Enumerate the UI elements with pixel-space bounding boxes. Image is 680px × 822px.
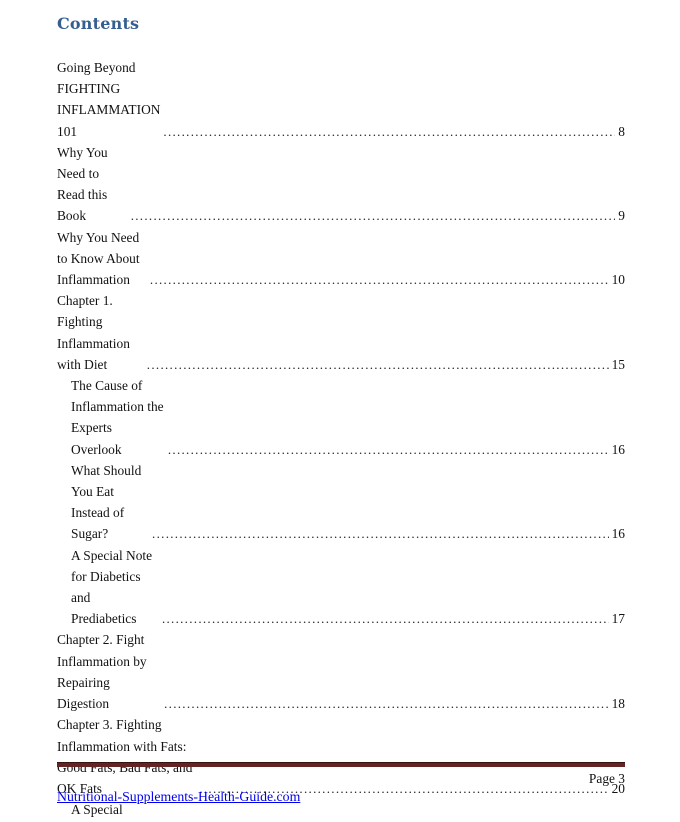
toc-entry-page: 8 — [618, 123, 625, 139]
toc-entry-page: 18 — [611, 696, 625, 712]
toc-entry-title: What Should You Eat Instead of Sugar? — [71, 462, 142, 542]
dot-leader — [131, 205, 616, 226]
page-number: Page 3 — [588, 771, 625, 786]
dot-leader — [164, 693, 609, 714]
toc-entry-page: 9 — [618, 208, 625, 224]
toc-entry-page: 20 — [611, 780, 625, 796]
dot-leader — [163, 121, 615, 142]
toc-entry[interactable]: Chapter 1. Fighting Inflammation with Di… — [57, 290, 625, 375]
toc-entry-title: Chapter 2. Fight Inflammation by Repairi… — [57, 632, 147, 712]
toc-entry[interactable]: Going Beyond FIGHTING INFLAMMATION 101 8 — [57, 57, 625, 142]
toc-entry[interactable]: A Special Note for Diabetics 22 — [57, 799, 625, 822]
toc-entry-title: A Special Note for Diabetics — [71, 802, 123, 818]
toc-entry[interactable]: Why You Need to Know About Inflammation … — [57, 227, 625, 291]
dot-leader — [150, 269, 609, 290]
toc-entry[interactable]: The Cause of Inflammation the Experts Ov… — [57, 375, 625, 460]
toc-entry-page: 10 — [611, 272, 625, 288]
toc-entry-title: Why You Need to Know About Inflammation — [57, 229, 140, 288]
page-footer: Page 3 Nutritional-Supplements-Health-Gu… — [57, 762, 625, 806]
toc-entry-page: 15 — [611, 356, 625, 372]
toc-entry[interactable]: Why You Need to Read this Book 9 — [57, 142, 625, 227]
toc-entry[interactable]: A Special Note for Diabetics and Prediab… — [57, 545, 625, 630]
toc-entry-page: 17 — [611, 611, 625, 627]
toc-entry-title: Why You Need to Read this Book — [57, 144, 108, 224]
dot-leader — [162, 608, 609, 629]
toc-entry-title: The Cause of Inflammation the Experts Ov… — [71, 378, 164, 457]
table-of-contents: Going Beyond FIGHTING INFLAMMATION 101 8… — [57, 57, 625, 822]
toc-entry-title: A Special Note for Diabetics and Prediab… — [71, 547, 153, 627]
toc-entry-title: Going Beyond FIGHTING INFLAMMATION 101 — [57, 60, 161, 139]
footer-site-link[interactable]: Nutritional-Supplements-Health-Guide.com — [57, 789, 301, 804]
page-content: Contents Going Beyond FIGHTING INFLAMMAT… — [57, 14, 625, 822]
dot-leader — [152, 523, 609, 544]
toc-entry[interactable]: What Should You Eat Instead of Sugar? 16 — [57, 460, 625, 545]
dot-leader — [168, 439, 609, 460]
toc-entry-page: 16 — [611, 526, 625, 542]
contents-heading: Contents — [57, 14, 140, 33]
toc-entry-page: 16 — [611, 441, 625, 457]
toc-entry-title: Chapter 1. Fighting Inflammation with Di… — [57, 293, 130, 372]
dot-leader — [147, 354, 609, 375]
toc-entry[interactable]: Chapter 2. Fight Inflammation by Repairi… — [57, 629, 625, 714]
footer-rule — [57, 762, 625, 767]
